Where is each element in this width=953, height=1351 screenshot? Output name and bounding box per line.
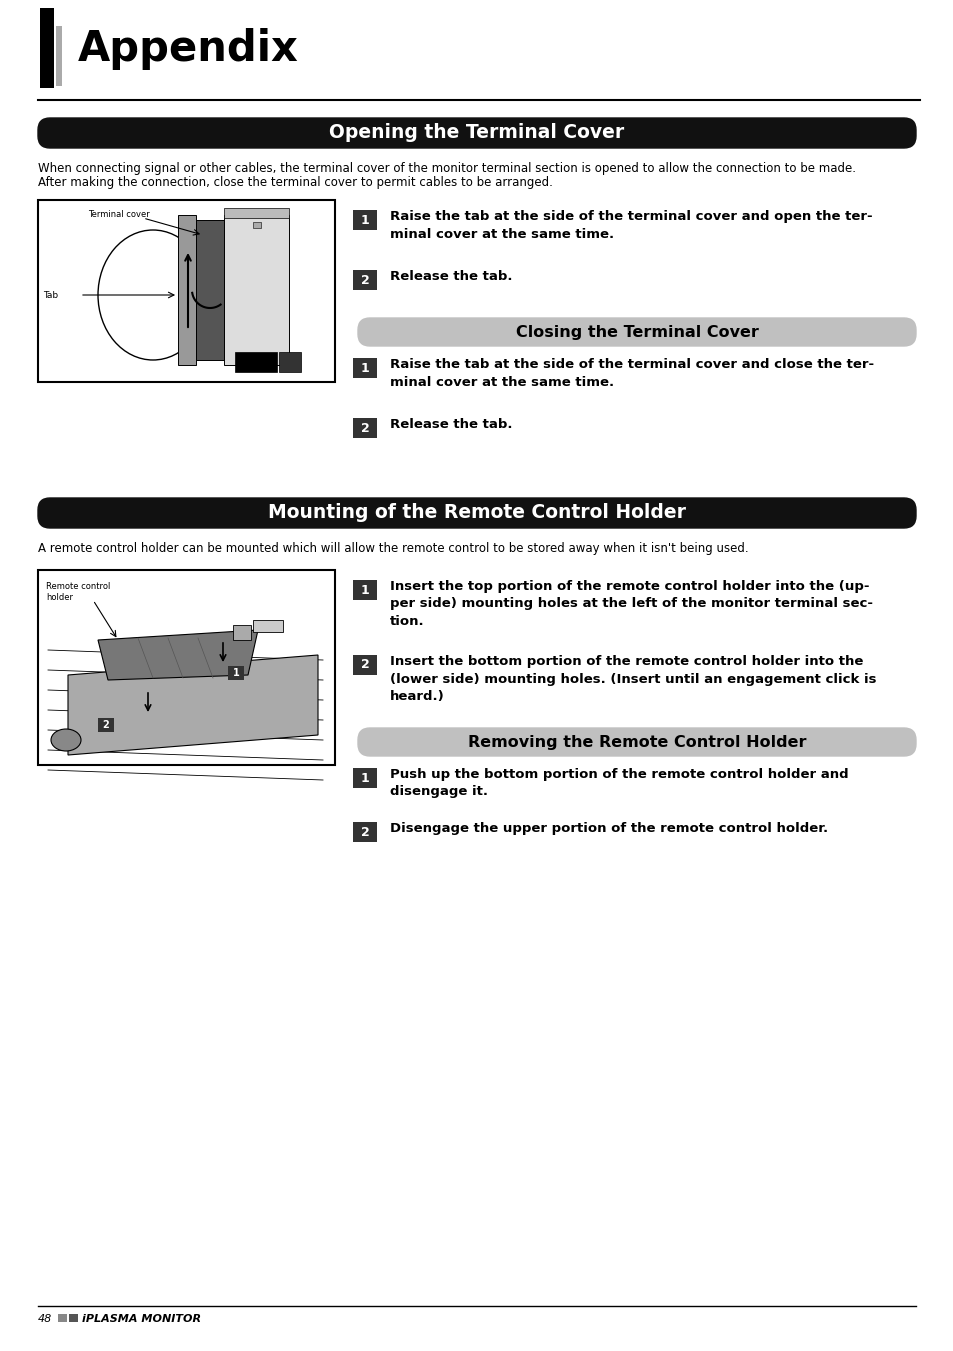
Bar: [353, 358, 376, 378]
Text: Mounting of the Remote Control Holder: Mounting of the Remote Control Holder: [268, 504, 685, 523]
Bar: [353, 209, 376, 230]
Bar: [228, 666, 244, 680]
Text: 2: 2: [360, 825, 369, 839]
Bar: [38, 570, 335, 765]
Text: Insert the top portion of the remote control holder into the (up-
per side) moun: Insert the top portion of the remote con…: [390, 580, 872, 628]
Bar: [253, 222, 261, 228]
Text: Release the tab.: Release the tab.: [390, 270, 512, 282]
Bar: [234, 353, 276, 372]
Text: Opening the Terminal Cover: Opening the Terminal Cover: [329, 123, 624, 142]
Text: 2: 2: [360, 658, 369, 671]
Bar: [195, 220, 224, 359]
Ellipse shape: [51, 730, 81, 751]
FancyBboxPatch shape: [38, 118, 915, 149]
Text: Release the tab.: Release the tab.: [390, 417, 512, 431]
Ellipse shape: [98, 230, 208, 359]
Bar: [98, 717, 113, 732]
Text: When connecting signal or other cables, the terminal cover of the monitor termin: When connecting signal or other cables, …: [38, 162, 855, 176]
FancyBboxPatch shape: [38, 499, 915, 528]
Text: 2: 2: [360, 273, 369, 286]
Text: Tab: Tab: [43, 290, 58, 300]
Bar: [58, 1315, 67, 1323]
Bar: [253, 620, 283, 632]
Bar: [278, 353, 301, 372]
Bar: [56, 26, 62, 86]
Text: After making the connection, close the terminal cover to permit cables to be arr: After making the connection, close the t…: [38, 176, 553, 189]
FancyBboxPatch shape: [357, 728, 915, 757]
Text: Raise the tab at the side of the terminal cover and open the ter-
minal cover at: Raise the tab at the side of the termina…: [390, 209, 872, 240]
Text: 1: 1: [360, 362, 369, 374]
Bar: [233, 626, 251, 640]
Bar: [69, 1315, 78, 1323]
Text: 1: 1: [360, 584, 369, 597]
Bar: [224, 215, 289, 365]
Bar: [38, 200, 335, 382]
Text: A remote control holder can be mounted which will allow the remote control to be: A remote control holder can be mounted w…: [38, 542, 748, 555]
Bar: [353, 580, 376, 600]
Text: 1: 1: [360, 771, 369, 785]
Bar: [178, 215, 195, 365]
Text: 2: 2: [103, 720, 110, 730]
Bar: [224, 208, 289, 218]
Text: Remote control
holder: Remote control holder: [46, 582, 111, 603]
Text: 1: 1: [233, 667, 239, 678]
Text: Disengage the upper portion of the remote control holder.: Disengage the upper portion of the remot…: [390, 821, 827, 835]
Bar: [353, 821, 376, 842]
Text: 48: 48: [38, 1315, 52, 1324]
Text: 1: 1: [360, 213, 369, 227]
Text: Closing the Terminal Cover: Closing the Terminal Cover: [515, 324, 758, 339]
Polygon shape: [68, 655, 317, 755]
Text: Removing the Remote Control Holder: Removing the Remote Control Holder: [467, 735, 805, 750]
Text: Push up the bottom portion of the remote control holder and
disengage it.: Push up the bottom portion of the remote…: [390, 767, 848, 798]
Text: iPLASMA MONITOR: iPLASMA MONITOR: [82, 1315, 201, 1324]
Text: Terminal cover: Terminal cover: [88, 209, 150, 219]
Text: Insert the bottom portion of the remote control holder into the
(lower side) mou: Insert the bottom portion of the remote …: [390, 655, 876, 703]
Bar: [353, 270, 376, 290]
Bar: [40, 8, 54, 88]
Bar: [353, 767, 376, 788]
FancyBboxPatch shape: [357, 317, 915, 346]
Text: Appendix: Appendix: [78, 28, 298, 70]
Bar: [353, 655, 376, 676]
Text: 2: 2: [360, 422, 369, 435]
Text: Raise the tab at the side of the terminal cover and close the ter-
minal cover a: Raise the tab at the side of the termina…: [390, 358, 873, 389]
Bar: [353, 417, 376, 438]
Polygon shape: [98, 630, 257, 680]
